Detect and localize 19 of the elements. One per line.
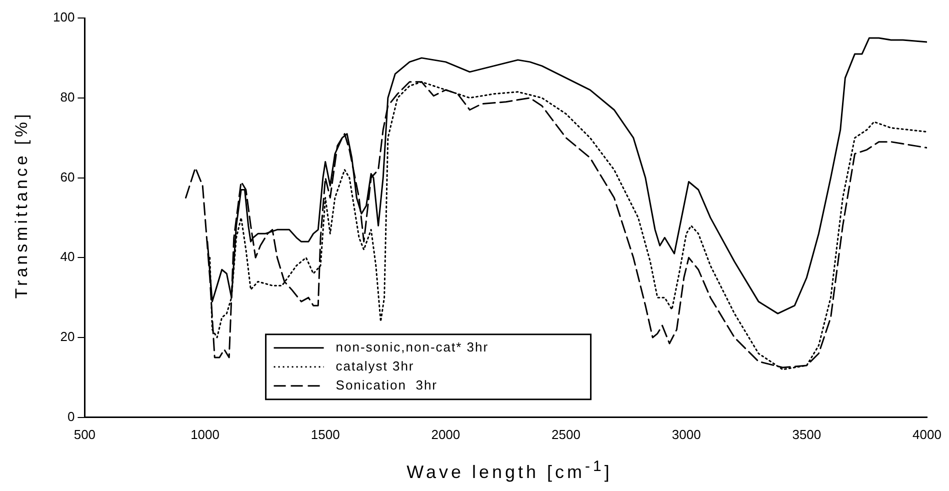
y-tick-label: 20 xyxy=(60,329,75,344)
x-tick-label: 1000 xyxy=(190,426,220,442)
legend-label: catalyst 3hr xyxy=(336,358,414,374)
y-tick-label: 100 xyxy=(52,10,75,25)
x-tick-label: 1500 xyxy=(310,426,340,442)
x-axis-title: Wave length [cm$^{-1}$] xyxy=(406,458,614,483)
x-tick-label: 2500 xyxy=(552,426,580,442)
legend-label: non-sonic,non-cat* 3hr xyxy=(336,339,489,354)
legend-label: Sonication 3hr xyxy=(336,377,438,392)
x-tick-label: 4000 xyxy=(912,426,942,442)
y-axis-title: Transmittance [%] xyxy=(12,111,32,299)
y-tick-label: 0 xyxy=(67,408,75,424)
y-tick-label: 60 xyxy=(60,169,75,184)
x-tick-label: 3500 xyxy=(792,426,822,442)
y-tick-label: 40 xyxy=(60,249,75,264)
x-tick-label: 3000 xyxy=(672,426,701,442)
x-tick-label: 500 xyxy=(74,426,96,442)
x-tick-label: 2000 xyxy=(431,426,460,442)
y-tick-label: 80 xyxy=(60,89,75,104)
